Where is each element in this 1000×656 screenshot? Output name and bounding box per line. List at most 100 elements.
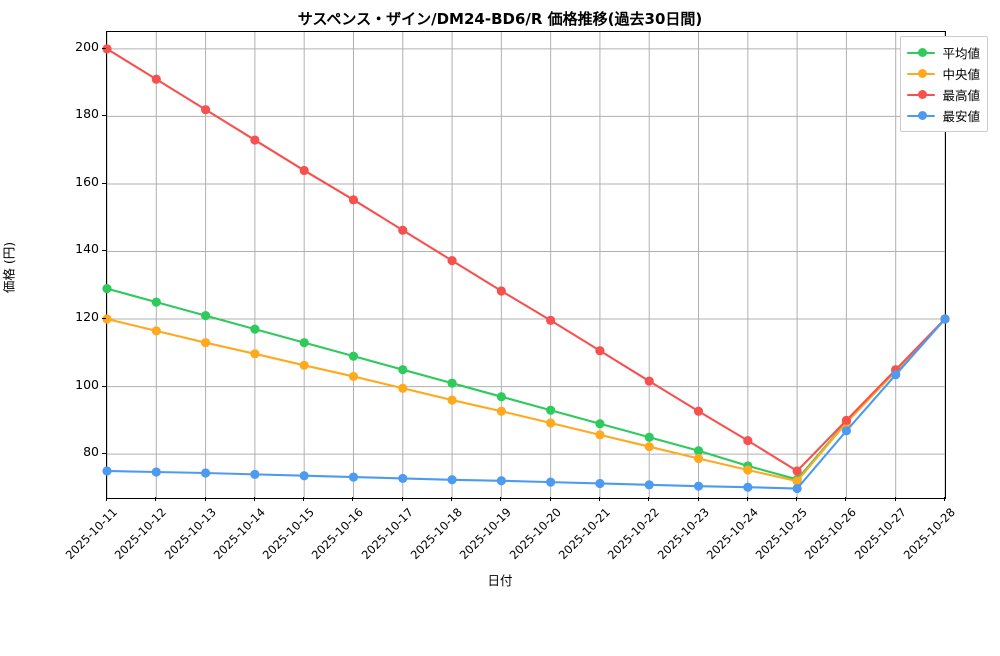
data-point [546,315,556,325]
chart-title: サスペンス・ザイン/DM24-BD6/R 価格推移(過去30日間) [297,10,703,28]
series-2 [102,314,950,486]
data-point [546,418,556,428]
data-point [546,477,556,487]
data-point [693,446,704,456]
x-axis-tick-mark [944,497,945,501]
chart-legend: 平均値中央値最高値最安値 [900,36,988,132]
data-point [398,383,408,393]
y-axis-tick-mark [102,47,106,49]
x-axis-tick-mark [845,497,847,501]
y-axis-tick-mark [102,385,106,387]
legend-marker-dot [917,48,927,57]
price-history-chart: サスペンス・ザイン/DM24-BD6/R 価格推移(過去30日間) 80 100 1… [1,10,988,588]
data-point [496,476,506,486]
data-point [102,44,112,54]
data-point [644,480,654,490]
x-axis-tick-mark [697,497,699,501]
data-point [595,346,605,356]
data-point [151,326,161,336]
x-axis-tick-mark [451,497,453,501]
x-axis-tick-mark [352,497,354,501]
data-point [250,349,260,359]
legend-label: 最安値 [942,109,980,124]
legend-marker-dot [917,111,927,120]
series-layer [102,44,950,494]
x-axis-tick-mark [106,497,107,501]
y-axis-tick-label: 120 [75,309,99,325]
data-point [398,365,408,375]
data-point [792,466,802,476]
x-axis-tick-mark [401,497,403,501]
x-axis-tick-mark [648,497,650,501]
data-point [792,483,802,494]
y-axis-tick-mark [102,453,106,455]
data-point [743,435,753,446]
legend-item-2[interactable]: 中央値 [907,63,980,84]
data-point [299,338,309,348]
data-point [398,473,408,484]
series-line [105,317,947,490]
data-point [250,324,260,334]
plot-area [102,31,950,499]
legend-swatch-icon [907,47,936,59]
data-point [348,472,359,482]
legend-swatch-icon [907,68,936,80]
y-axis-tick-mark [102,182,106,184]
data-point [447,378,457,388]
data-point [496,392,506,402]
x-axis-tick-mark [303,497,305,501]
x-axis-label: 日付 [487,573,513,588]
series-3 [102,44,950,476]
legend-swatch-icon [907,110,936,122]
legend-swatch-icon [907,89,936,101]
data-point [693,406,704,416]
data-point [200,311,211,321]
data-point [102,284,112,294]
x-axis-tick-mark [746,497,748,501]
data-point [151,467,161,477]
y-axis-tick-label: 160 [75,173,99,189]
data-point [841,426,852,436]
data-point [151,297,161,307]
data-point [102,466,112,476]
data-point [743,465,753,475]
data-point [299,471,309,481]
data-point [496,286,506,296]
y-axis-tick-label: 80 [83,444,99,460]
y-axis-tick-mark [102,318,106,320]
y-axis-tick-label: 100 [75,376,99,392]
data-point [644,376,654,386]
legend-marker-dot [917,69,927,78]
data-point [102,314,112,324]
legend-marker-dot [917,90,927,99]
data-point [348,351,359,361]
x-axis-tick-mark [598,497,600,501]
legend-item-3[interactable]: 最高値 [907,84,980,105]
data-point [447,395,457,405]
data-point [398,225,408,235]
y-axis-tick-label: 200 [75,38,99,54]
series-line [105,47,947,473]
series-4 [102,314,950,494]
data-point [595,478,605,489]
data-point [447,256,457,266]
x-axis-tick-mark [894,497,896,501]
data-point [250,135,260,145]
data-point [891,370,901,380]
data-point [743,482,753,492]
data-point [200,468,211,478]
y-axis-label: 価格 (円) [1,241,17,294]
legend-label: 中央値 [942,67,980,82]
data-point [792,476,802,486]
legend-item-1[interactable]: 平均値 [907,42,980,63]
data-point [693,453,704,464]
data-point [200,338,211,348]
data-point [348,195,359,205]
grid-layer [107,32,945,498]
data-point [447,475,457,485]
data-point [644,442,654,452]
legend-item-4[interactable]: 最安値 [907,105,980,126]
x-axis-tick-mark [204,497,206,501]
data-point [348,371,359,382]
data-point [595,419,605,429]
